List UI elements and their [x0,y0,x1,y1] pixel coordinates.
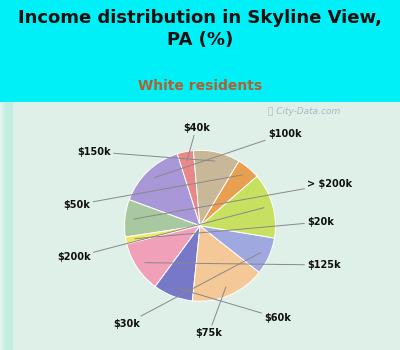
Bar [4,102,10,350]
Bar [1,102,8,350]
Bar [5,102,12,350]
Text: $125k: $125k [145,260,341,270]
Bar [4,102,11,350]
Bar [6,102,12,350]
Bar [2,102,9,350]
Bar [3,102,10,350]
Bar [6,102,13,350]
Wedge shape [200,226,274,272]
Bar [2,102,9,350]
Bar [0,102,7,350]
Bar [6,102,13,350]
Bar [4,102,11,350]
Bar [3,102,10,350]
Bar [4,102,10,350]
Bar [2,102,9,350]
Bar [6,102,12,350]
Bar [6,102,13,350]
Bar [2,102,9,350]
Wedge shape [200,161,257,226]
Bar [2,102,9,350]
Bar [6,102,12,350]
Wedge shape [124,200,200,237]
Bar [2,102,8,350]
Bar [2,102,8,350]
Bar [1,102,8,350]
Bar [6,102,13,350]
Bar [4,102,11,350]
Bar [1,102,8,350]
Bar [4,102,10,350]
Bar [3,102,9,350]
Bar [2,102,9,350]
Text: Income distribution in Skyline View,
PA (%): Income distribution in Skyline View, PA … [18,9,382,49]
Wedge shape [125,226,200,244]
Text: White residents: White residents [138,79,262,93]
Bar [4,102,11,350]
Bar [2,102,8,350]
Bar [4,102,11,350]
Text: $20k: $20k [135,217,334,239]
Wedge shape [177,150,200,226]
Text: $30k: $30k [113,253,261,329]
Bar [6,102,12,350]
Bar [5,102,12,350]
Text: $40k: $40k [183,122,210,161]
Text: $75k: $75k [196,287,226,338]
Bar [3,102,10,350]
Bar [6,102,13,350]
Bar [2,102,8,350]
Bar [4,102,10,350]
Text: > $200k: > $200k [134,179,352,219]
Bar [0,102,7,350]
Bar [5,102,12,350]
Text: $50k: $50k [64,175,243,210]
Bar [5,102,12,350]
Bar [4,102,10,350]
Bar [2,102,8,350]
Text: ⦁ City-Data.com: ⦁ City-Data.com [268,107,340,116]
Bar [0,102,7,350]
Bar [1,102,8,350]
Bar [0,102,400,350]
Bar [5,102,12,350]
Bar [0,102,7,350]
Text: $60k: $60k [176,288,291,323]
Bar [4,102,11,350]
Bar [6,102,12,350]
Wedge shape [194,150,239,226]
Text: $100k: $100k [154,129,302,178]
Bar [3,102,10,350]
Bar [5,102,12,350]
Wedge shape [155,226,200,301]
Bar [3,102,10,350]
Wedge shape [192,226,259,301]
Bar [0,102,7,350]
Wedge shape [129,154,200,226]
Bar [0,102,7,350]
Wedge shape [127,226,200,287]
Text: $150k: $150k [77,147,215,161]
Bar [3,102,10,350]
Wedge shape [200,176,276,238]
Bar [5,102,11,350]
Text: $200k: $200k [57,208,264,262]
Bar [1,102,8,350]
Bar [1,102,7,350]
Bar [1,102,8,350]
Bar [6,102,13,350]
